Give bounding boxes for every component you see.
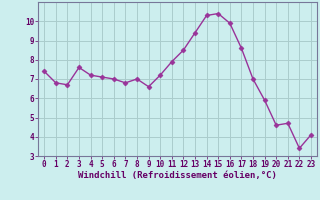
X-axis label: Windchill (Refroidissement éolien,°C): Windchill (Refroidissement éolien,°C) (78, 171, 277, 180)
